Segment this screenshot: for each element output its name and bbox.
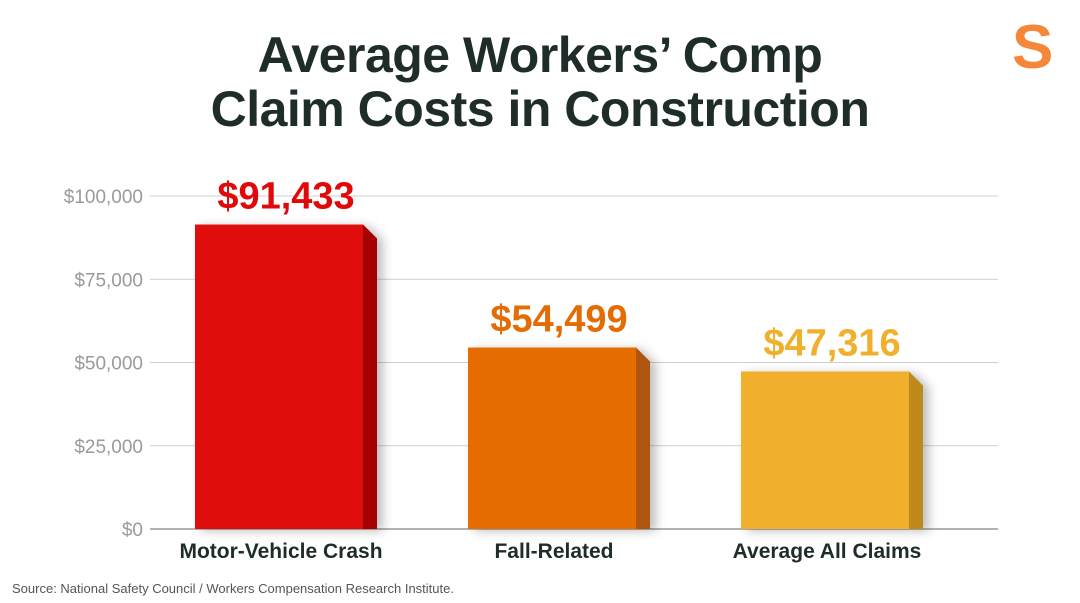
y-tick-label: $50,000 [74,354,143,375]
bar-side [363,224,377,529]
y-tick-label: $100,000 [64,187,143,208]
bar-side [636,347,650,529]
x-tick-label: Fall-Related [494,540,613,563]
bar [741,371,923,529]
chart-title: Average Workers’ Comp Claim Costs in Con… [0,28,1080,136]
x-tick-label: Motor-Vehicle Crash [179,540,382,563]
bar-front [195,224,363,529]
title-line-1: Average Workers’ Comp [257,27,823,83]
bar [195,224,377,529]
bar [468,347,650,529]
title-line-2: Claim Costs in Construction [210,81,870,137]
bar-front [468,347,636,529]
y-tick-label: $0 [122,520,143,541]
y-tick-label: $75,000 [74,270,143,291]
source-note: Source: National Safety Council / Worker… [12,581,454,596]
data-label: $54,499 [490,299,627,341]
y-tick-label: $25,000 [74,437,143,458]
bar-side [909,371,923,529]
brand-logo: S [1012,13,1054,82]
data-label: $47,316 [763,322,900,364]
data-label: $91,433 [217,176,354,218]
bar-front [741,371,909,529]
x-tick-label: Average All Claims [733,540,922,563]
